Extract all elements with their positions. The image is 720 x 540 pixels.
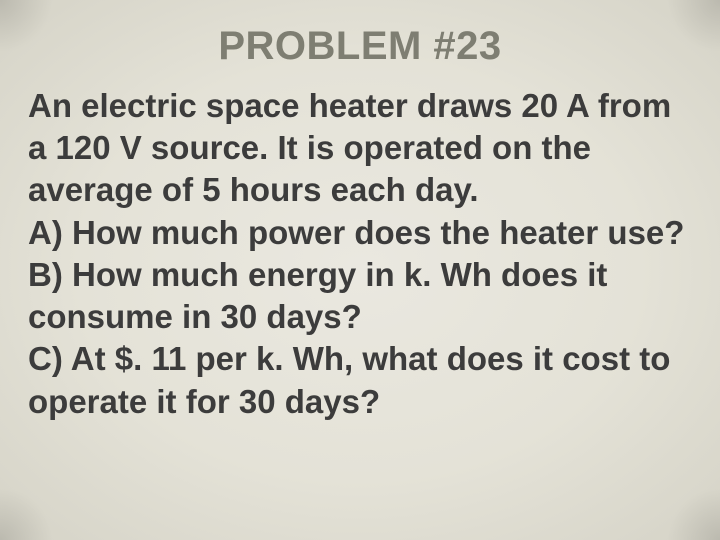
slide-body: An electric space heater draws 20 A from… [28,85,692,423]
slide-title: PROBLEM #23 [28,24,692,69]
slide: PROBLEM #23 An electric space heater dra… [0,0,720,540]
